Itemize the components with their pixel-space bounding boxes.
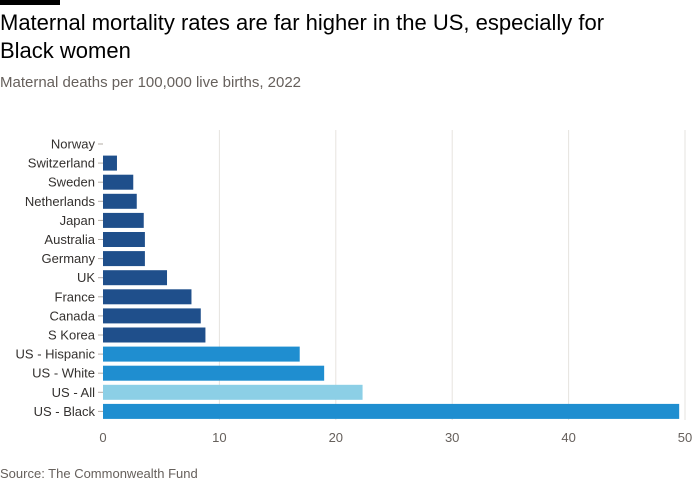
x-tick-label: 30 [445, 430, 459, 445]
category-label: Australia [44, 232, 95, 247]
x-tick-label: 0 [99, 430, 106, 445]
category-label: Switzerland [28, 156, 95, 171]
category-label: France [55, 289, 95, 304]
category-label: UK [77, 270, 95, 285]
x-tick-label: 20 [329, 430, 343, 445]
bar [103, 174, 134, 190]
bar [103, 270, 168, 286]
bar [103, 403, 680, 419]
x-tick-label: 50 [678, 430, 692, 445]
chart-subtitle: Maternal deaths per 100,000 live births,… [0, 74, 302, 91]
bar [103, 251, 145, 267]
category-label: Sweden [48, 175, 95, 190]
chart-svg: 0 10 20 30 40 50 Norway Switzerland Sweden Nether… [16, 130, 692, 445]
top-rule [0, 0, 60, 5]
bar [103, 212, 144, 228]
bar [103, 365, 325, 381]
category-label: US - White [32, 366, 95, 381]
bar [103, 327, 206, 343]
bar-chart: 0 10 20 30 40 50 Norway Switzerland Sweden Nether… [0, 120, 700, 455]
category-label: S Korea [48, 328, 96, 343]
chart-title: Maternal mortality rates are far higher … [0, 10, 605, 63]
category-label: Canada [49, 308, 95, 323]
category-label: US - All [52, 385, 95, 400]
x-tick-label: 10 [212, 430, 226, 445]
category-label: US - Hispanic [16, 347, 96, 362]
category-label: Norway [51, 137, 96, 152]
category-label: Germany [42, 251, 96, 266]
bar [103, 384, 363, 400]
bar [103, 289, 192, 305]
category-label: US - Black [34, 404, 96, 419]
bar [103, 308, 201, 324]
bar [103, 155, 117, 171]
chart-source: Source: The Commonwealth Fund [0, 466, 198, 481]
category-label: Japan [60, 213, 95, 228]
category-label: Netherlands [25, 194, 96, 209]
bar [103, 346, 300, 362]
bar [103, 232, 145, 247]
x-tick-label: 40 [561, 430, 575, 445]
bar [103, 193, 137, 209]
